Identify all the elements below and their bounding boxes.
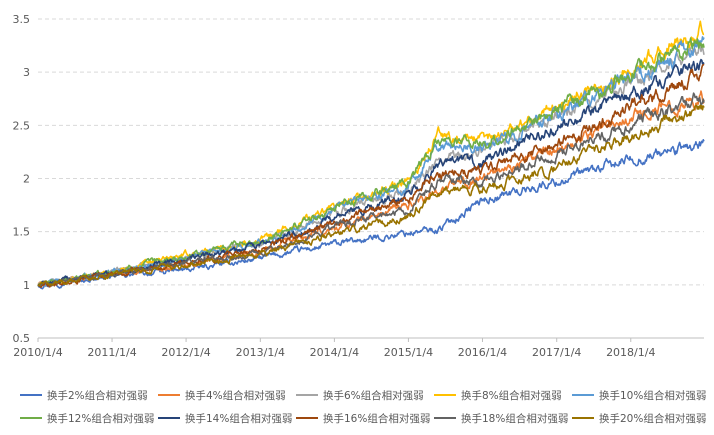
x-tick-label: 2016/1/4	[458, 346, 507, 359]
grid-lines	[38, 18, 704, 286]
series-line-10	[37, 104, 705, 287]
series-line-9	[37, 92, 705, 287]
x-tick-label: 2013/1/4	[236, 346, 285, 359]
y-tick-label: 2	[23, 173, 30, 186]
legend-swatch	[20, 416, 42, 420]
series-line-2	[37, 90, 705, 287]
legend-item: 换手4%组合相对强弱	[158, 388, 296, 402]
line-chart: 0.5 1 1.5 2 2.5 3 3.5 2010/1/4 2011/1/4 2012/1/4…	[13, 13, 705, 359]
y-tick-label: 0.5	[13, 332, 31, 345]
x-tick-label: 2012/1/4	[161, 346, 210, 359]
series-lines	[37, 20, 705, 290]
legend-item: 换手18%组合相对强弱	[434, 411, 572, 425]
x-tick-label: 2011/1/4	[87, 346, 136, 359]
x-tick-label: 2014/1/4	[310, 346, 359, 359]
legend-label: 换手14%组合相对强弱	[185, 412, 293, 425]
legend-swatch	[572, 416, 594, 420]
series-line-1	[37, 139, 705, 290]
legend-swatch	[434, 393, 456, 397]
y-tick-label: 3	[23, 66, 30, 79]
legend-item: 换手10%组合相对强弱	[572, 388, 710, 402]
legend-swatch	[158, 393, 180, 397]
y-tick-label: 2.5	[13, 119, 31, 132]
series-line-4	[37, 20, 705, 286]
legend-label: 换手16%组合相对强弱	[323, 412, 431, 425]
legend-swatch	[296, 393, 318, 397]
x-tick-label: 2017/1/4	[532, 346, 581, 359]
legend-swatch	[296, 416, 318, 420]
series-line-5	[37, 36, 705, 287]
x-tick-label: 2015/1/4	[384, 346, 433, 359]
legend-item: 换手14%组合相对强弱	[158, 411, 296, 425]
legend-label: 换手6%组合相对强弱	[323, 389, 424, 402]
y-tick-label: 1	[23, 279, 30, 292]
y-tick-labels: 0.5 1 1.5 2 2.5 3 3.5	[13, 13, 31, 345]
x-tick-labels: 2010/1/4 2011/1/4 2012/1/4 2013/1/4 2014/1/4…	[13, 338, 655, 359]
legend-item: 换手12%组合相对强弱	[20, 411, 158, 425]
legend-item: 换手8%组合相对强弱	[434, 388, 572, 402]
legend-label: 换手4%组合相对强弱	[185, 389, 286, 402]
legend-label: 换手2%组合相对强弱	[47, 389, 148, 402]
legend-label: 换手20%组合相对强弱	[599, 412, 707, 425]
legend-label: 换手12%组合相对强弱	[47, 412, 155, 425]
legend: 换手2%组合相对强弱 换手4%组合相对强弱 换手6%组合相对强弱 换手8%组合相对强弱…	[20, 388, 710, 425]
legend-item: 换手2%组合相对强弱	[20, 388, 158, 402]
series-line-6	[37, 37, 705, 286]
legend-label: 换手8%组合相对强弱	[461, 389, 562, 402]
legend-swatch	[20, 393, 42, 397]
legend-label: 换手10%组合相对强弱	[599, 389, 707, 402]
legend-item: 换手16%组合相对强弱	[296, 411, 434, 425]
legend-item: 换手20%组合相对强弱	[572, 411, 710, 425]
legend-swatch	[434, 416, 456, 420]
x-tick-label: 2010/1/4	[13, 346, 62, 359]
legend-label: 换手18%组合相对强弱	[461, 412, 569, 425]
x-tick-label: 2018/1/4	[606, 346, 655, 359]
legend-swatch	[158, 416, 180, 420]
legend-item: 换手6%组合相对强弱	[296, 388, 434, 402]
legend-swatch	[572, 393, 594, 397]
y-tick-label: 3.5	[13, 13, 31, 26]
y-tick-label: 1.5	[13, 226, 31, 239]
